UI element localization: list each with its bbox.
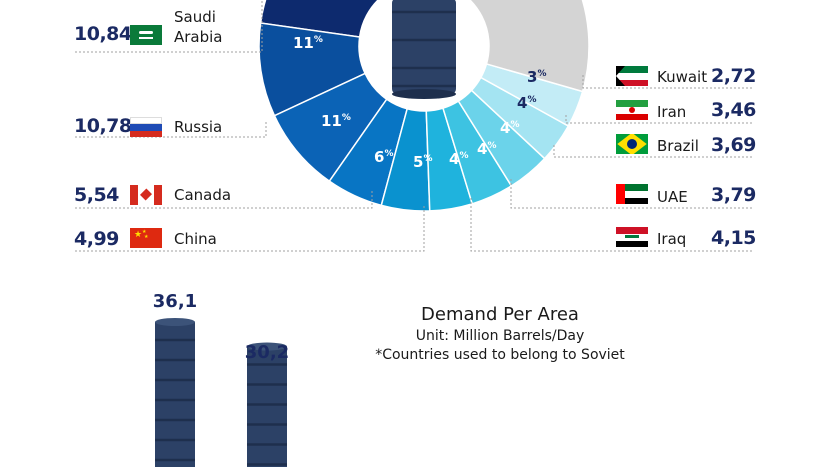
label-iran: Iran	[657, 103, 687, 121]
leader-line-iran	[565, 113, 752, 124]
flag-canada-icon	[130, 185, 162, 205]
value-russia: 10,78	[74, 115, 132, 137]
label-russia: Russia	[174, 118, 223, 136]
slice-iran	[470, 76, 570, 160]
value-brazil: 3,69	[711, 134, 756, 156]
value-saudi: 10,84	[74, 23, 132, 45]
flag-iran-icon	[616, 100, 648, 120]
value-kuwait: 2,72	[711, 65, 756, 87]
leader-line-canada	[75, 190, 373, 209]
flag-saudi-icon	[130, 25, 162, 45]
label-uae: UAE	[657, 188, 688, 206]
flag-brazil-icon	[616, 134, 648, 154]
label-saudi-arabia: Saudi Arabia	[174, 8, 223, 46]
value-uae: 3,79	[711, 184, 756, 206]
slice-label-canada: 6%	[374, 148, 394, 166]
flag-uae-icon	[616, 184, 648, 204]
barrel-bar-1	[155, 318, 195, 467]
value-china: 4,99	[74, 228, 119, 250]
slice-label-brazil: 4%	[500, 119, 520, 137]
slice-kuwait	[479, 62, 584, 128]
leader-line-saudi	[75, 0, 263, 53]
label-kuwait: Kuwait	[657, 68, 708, 86]
slice-brazil	[457, 89, 546, 187]
slice-label-russia: 11%	[321, 112, 351, 130]
slice-label-china: 5%	[413, 153, 433, 171]
slice-label-kuwait: 3%	[527, 68, 547, 86]
slice-label-iran: 4%	[517, 94, 537, 112]
flag-iraq-icon	[616, 227, 648, 247]
label-iraq: Iraq	[657, 230, 687, 248]
label-canada: Canada	[174, 186, 232, 204]
barrel-bar-2	[247, 342, 287, 467]
leader-line-kuwait	[582, 75, 752, 89]
leader-line-iraq	[470, 197, 752, 252]
center-barrel-icon	[392, 0, 456, 99]
label-china: China	[174, 230, 217, 248]
slice-iraq	[425, 107, 474, 212]
slice-saudi	[259, 0, 380, 38]
value-iran: 3,46	[711, 99, 756, 121]
bar-value-label-1: 36,1	[152, 291, 198, 312]
demand-title: Demand Per Area	[421, 304, 579, 325]
value-iraq: 4,15	[711, 227, 756, 249]
slice-others	[468, 0, 590, 93]
demand-title-block: Demand Per Area Unit: Million Barrels/Da…	[340, 304, 660, 363]
demand-unit: Unit: Million Barrels/Day	[415, 328, 585, 344]
bar-value-label-2: 30,2	[244, 342, 290, 363]
slice-uae	[442, 100, 513, 205]
demand-note: *Countries used to belong to Soviet	[375, 347, 625, 363]
slice-saudi-arabia	[258, 22, 367, 117]
value-canada: 5,54	[74, 184, 119, 206]
slice-label-saudi: 11%	[293, 34, 323, 52]
slice-china	[380, 107, 431, 212]
flag-kuwait-icon	[616, 66, 648, 86]
slice-russia	[273, 72, 388, 183]
leader-line-uae	[510, 178, 752, 209]
flag-china-icon: ★ ★ ★	[130, 228, 162, 248]
leader-line-china	[75, 205, 425, 252]
slice-label-uae: 4%	[477, 140, 497, 158]
slice-label-iraq: 4%	[449, 150, 469, 168]
label-brazil: Brazil	[657, 137, 699, 155]
flag-russia-icon	[130, 117, 162, 137]
leader-line-brazil	[553, 145, 752, 158]
